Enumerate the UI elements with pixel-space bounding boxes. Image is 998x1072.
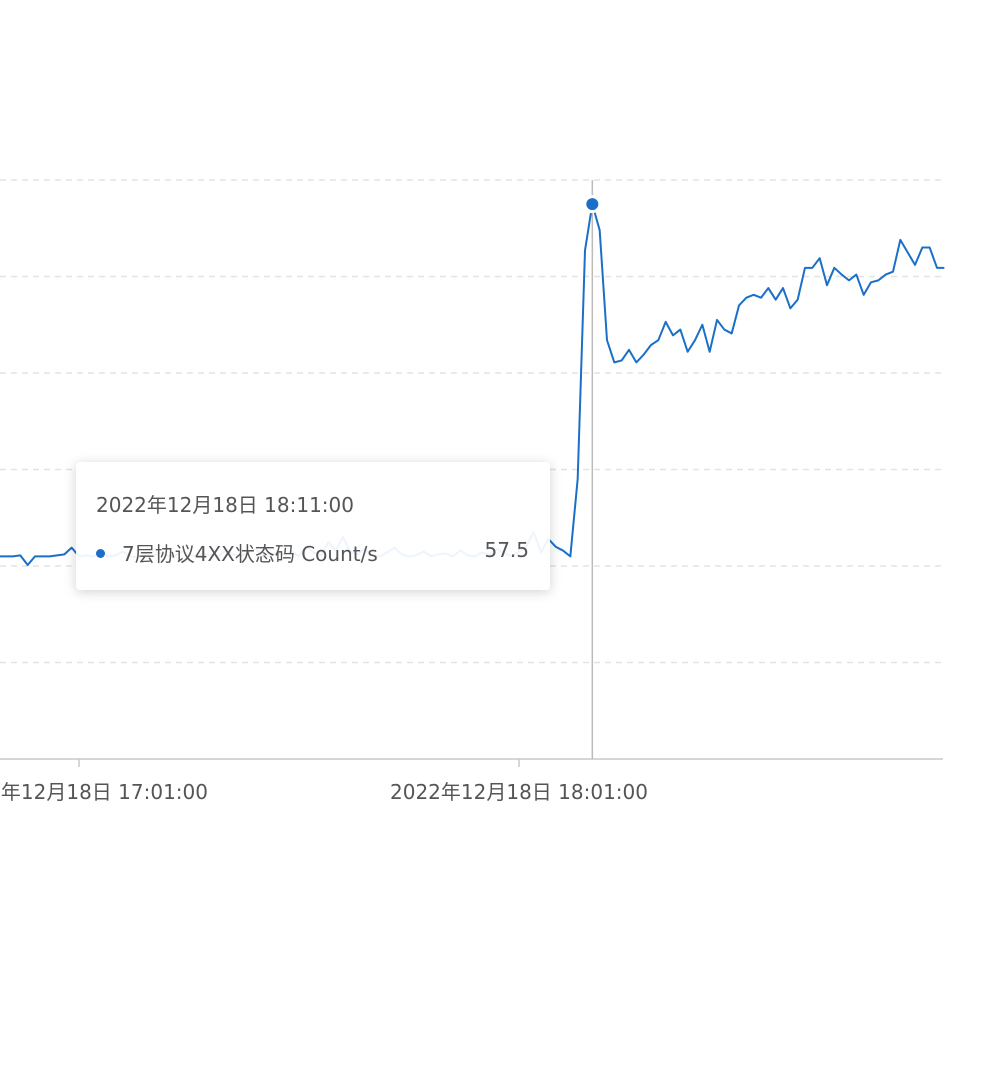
x-tick-label: 2022年12月18日 17:01:00	[0, 780, 208, 804]
tooltip-time: 2022年12月18日 18:11:00	[96, 493, 354, 517]
hover-point	[583, 195, 602, 214]
tooltip-marker	[96, 549, 105, 558]
tooltip: 2022年12月18日 18:11:00 7层协议4XX状态码 Count/s …	[76, 462, 550, 590]
tooltip-value: 57.5	[484, 538, 529, 562]
x-tick-label: 2022年12月18日 18:01:00	[390, 780, 648, 804]
tooltip-series-name: 7层协议4XX状态码 Count/s	[122, 542, 378, 566]
